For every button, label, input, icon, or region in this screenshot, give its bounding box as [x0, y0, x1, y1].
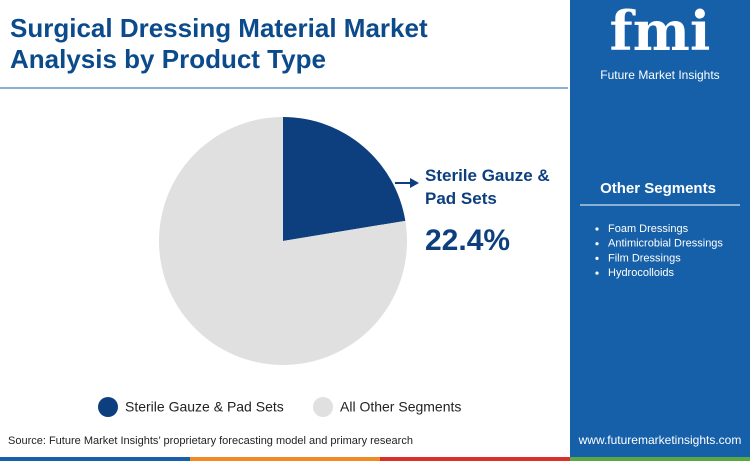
- bullet: [595, 271, 599, 275]
- source-note: Source: Future Market Insights’ propriet…: [8, 435, 413, 447]
- panel-title: Other Segments: [600, 180, 716, 197]
- footer-bar: [570, 457, 750, 461]
- footer-bar: [0, 457, 190, 461]
- side-panel: [570, 0, 750, 457]
- logo: fmi: [610, 0, 711, 63]
- chart-title: Surgical Dressing Material Market Analysi…: [10, 13, 428, 74]
- footer-bar: [190, 457, 380, 461]
- callout-arrow-head: [410, 178, 419, 188]
- panel-item: Film Dressings: [608, 252, 681, 264]
- legend-label: All Other Segments: [340, 399, 461, 415]
- panel-item: Foam Dressings: [608, 223, 689, 235]
- legend-swatch: [98, 397, 118, 417]
- callout-label: Sterile Gauze & Pad Sets: [425, 166, 550, 208]
- pie-slice: [158, 117, 407, 365]
- value-label: 22.4%: [425, 224, 510, 257]
- legend-swatch: [313, 397, 333, 417]
- brand-name: Future Market Insights: [600, 68, 719, 82]
- panel-item: Antimicrobial Dressings: [608, 238, 723, 250]
- website: www.futuremarketinsights.com: [578, 433, 742, 447]
- bullet: [595, 242, 599, 246]
- panel-item: Hydrocolloids: [608, 267, 675, 279]
- pie-slice: [283, 117, 406, 241]
- footer-bar: [380, 457, 570, 461]
- bullet: [595, 227, 599, 231]
- legend-label: Sterile Gauze & Pad Sets: [125, 399, 284, 415]
- bullet: [595, 256, 599, 260]
